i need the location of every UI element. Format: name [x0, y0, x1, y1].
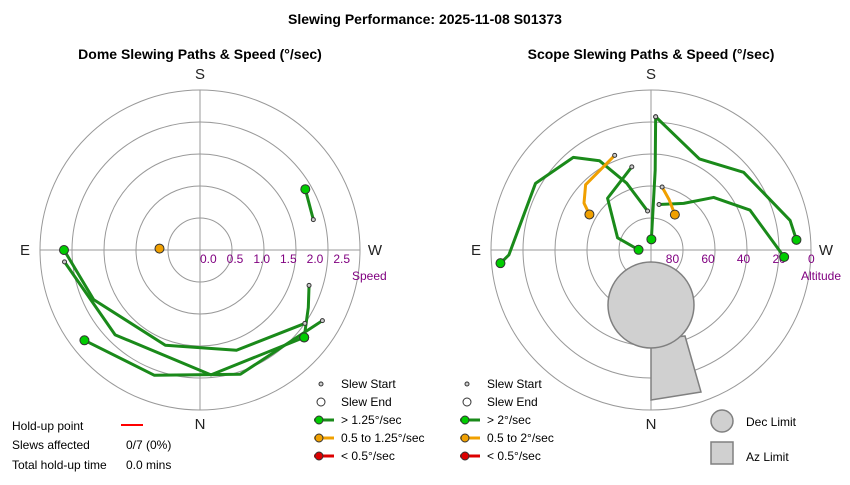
scope-slew-end-marker: [791, 234, 802, 245]
legend-dec-limit-icon: [710, 409, 734, 433]
dome-slew-path: [63, 260, 306, 377]
dome-slew-paths: [59, 184, 325, 377]
legend-dec-limit-label: Dec Limit: [746, 415, 797, 429]
scope-chart: Scope Slewing Paths & Speed (°/sec) S N …: [471, 46, 841, 433]
legend-scope-medium-marker: [460, 433, 470, 443]
legend-slew-start-marker: [318, 381, 324, 387]
legend-scope-slew-start-marker: [464, 381, 470, 387]
dome-chart-title: Dome Slewing Paths & Speed (°/sec): [78, 46, 322, 62]
legend-scope-slow-label: < 0.5°/sec: [487, 449, 541, 463]
scope-slew-path: [582, 153, 617, 216]
hold-up-point-label: Hold-up point: [12, 419, 84, 433]
figure-title: Slewing Performance: 2025-11-08 S01373: [288, 11, 562, 27]
dome-radial-ticks: 2.5 2.0 1.5 1.0 0.5 0.0: [200, 252, 350, 266]
dome-slew-end-marker: [300, 184, 311, 195]
dome-slew-start-marker: [310, 217, 316, 223]
legend-slew-end-marker: [316, 397, 326, 407]
scope-compass-w: W: [819, 242, 834, 259]
dome-slew-end-marker: [59, 245, 69, 255]
legend-scope-slew-start-label: Slew Start: [487, 377, 542, 391]
dome-tick-label: 2.5: [333, 252, 350, 266]
legend-scope-slow-marker: [460, 451, 470, 461]
legend-slew-end-label: Slew End: [341, 395, 392, 409]
scope-radial-axis-name: Altitude: [801, 269, 841, 283]
scope-slew-path: [660, 185, 677, 217]
legend-scope-fast-marker: [460, 415, 470, 425]
legend-slow-marker: [314, 451, 324, 461]
dome-slew-path: [62, 248, 307, 352]
dome-tick-label: 1.5: [280, 252, 297, 266]
dome-tick-label: 0.0: [200, 252, 217, 266]
total-hold-up-time-value: 0.0 mins: [126, 458, 171, 472]
scope-chart-title: Scope Slewing Paths & Speed (°/sec): [528, 46, 775, 62]
slews-affected-value: 0/7 (0%): [126, 438, 171, 452]
scope-tick-label: 40: [737, 252, 751, 266]
legend-scope-slew-end-marker: [462, 397, 472, 407]
scope-compass-e: E: [471, 242, 481, 259]
scope-slew-start-marker: [629, 164, 635, 170]
scope-legend: Slew Start Slew End > 2°/sec 0.5 to 2°/s…: [460, 377, 797, 465]
dome-compass-e: E: [20, 242, 30, 259]
dome-slew-path: [303, 187, 315, 222]
scope-slew-paths: [495, 114, 802, 269]
scope-tick-label: 80: [666, 252, 680, 266]
slews-affected-label: Slews affected: [12, 438, 90, 452]
legend-scope-fast-label: > 2°/sec: [487, 413, 531, 427]
legend-slew-start-label: Slew Start: [341, 377, 396, 391]
legend-medium-marker: [314, 433, 324, 443]
dome-compass-n: N: [195, 416, 206, 433]
dome-slew-start-marker: [306, 282, 312, 288]
dome-slew-end-marker: [79, 335, 90, 346]
scope-slew-path: [498, 155, 650, 265]
scope-slew-end-marker: [646, 234, 657, 245]
dome-slew-end-marker: [299, 332, 310, 343]
dome-slew-path: [302, 283, 311, 339]
scope-slew-start-marker: [645, 208, 651, 214]
scope-tick-label: 0: [808, 252, 815, 266]
scope-tick-label: 60: [701, 252, 715, 266]
scope-slew-start-marker: [653, 114, 659, 120]
scope-slew-path: [606, 165, 641, 252]
scope-compass-n: N: [646, 416, 657, 433]
scope-slew-end-marker: [495, 258, 506, 269]
hold-up-stats: Hold-up point Slews affected 0/7 (0%) To…: [12, 419, 171, 472]
legend-fast-marker: [314, 415, 324, 425]
scope-slew-path: [654, 115, 798, 242]
dome-compass-s: S: [195, 66, 205, 83]
legend-slow-label: < 0.5°/sec: [341, 449, 395, 463]
legend-scope-medium-label: 0.5 to 2°/sec: [487, 431, 554, 445]
legend-fast-label: > 1.25°/sec: [341, 413, 402, 427]
scope-slew-path: [649, 115, 658, 241]
dome-slew-start-marker: [319, 318, 325, 324]
dome-chart: Dome Slewing Paths & Speed (°/sec) S N E…: [20, 46, 387, 433]
legend-scope-slew-end-label: Slew End: [487, 395, 538, 409]
scope-dec-limit-region: [607, 261, 695, 349]
dome-tick-label: 1.0: [253, 252, 270, 266]
dome-legend: Slew Start Slew End > 1.25°/sec 0.5 to 1…: [314, 377, 425, 463]
scope-slew-start-marker: [659, 184, 665, 190]
scope-slew-path: [657, 195, 786, 259]
total-hold-up-time-label: Total hold-up time: [12, 458, 107, 472]
dome-tick-label: 2.0: [307, 252, 324, 266]
legend-az-limit-icon: [710, 441, 734, 465]
scope-slew-end-marker: [584, 209, 595, 220]
legend-medium-label: 0.5 to 1.25°/sec: [341, 431, 425, 445]
scope-slew-end-marker: [669, 209, 680, 220]
scope-compass-s: S: [646, 66, 656, 83]
dome-slew-end-marker: [154, 243, 165, 254]
dome-radial-axis-name: Speed: [352, 269, 387, 283]
scope-slew-start-marker: [612, 152, 618, 158]
scope-slew-end-marker: [633, 244, 644, 255]
dome-slew-start-marker: [302, 320, 308, 326]
dome-tick-label: 0.5: [227, 252, 244, 266]
scope-slew-end-marker: [779, 251, 790, 262]
legend-az-limit-label: Az Limit: [746, 450, 789, 464]
scope-radial-ticks: 80 60 40 20 0: [666, 252, 815, 266]
dome-slew-start-marker: [62, 259, 68, 265]
scope-slew-start-marker: [656, 201, 662, 207]
dome-compass-w: W: [368, 242, 383, 259]
